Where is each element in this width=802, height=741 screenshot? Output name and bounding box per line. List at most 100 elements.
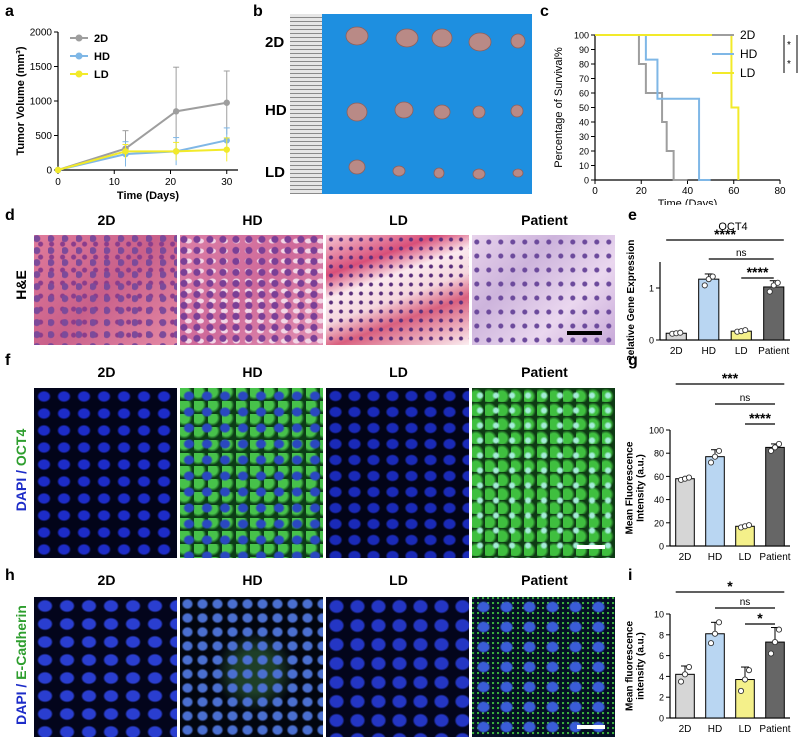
significance-label: ns <box>740 597 751 608</box>
oct4-row-label: DAPI / OCT4 <box>13 405 29 535</box>
tumor-HD-5 <box>510 104 524 118</box>
panel-letter-c: c <box>540 3 549 20</box>
y-tick-label: 2 <box>659 693 664 703</box>
tumor-row-label-HD: HD <box>265 102 287 119</box>
replicate-point-Patient <box>774 279 781 286</box>
y-tick-label: 0 <box>584 176 589 186</box>
y-tick-label: 0 <box>649 336 654 346</box>
significance-label: **** <box>749 410 771 426</box>
ecad-image-2D <box>34 597 177 737</box>
replicate-point-Patient <box>775 626 783 633</box>
replicate-point-HD <box>709 273 716 280</box>
replicate-point-HD <box>707 459 715 466</box>
replicate-point-Patient <box>771 444 779 451</box>
column-headers-ecad: 2D HD LD Patient <box>35 572 620 594</box>
legend-label-2D: 2D <box>94 33 108 45</box>
replicate-point-LD <box>737 687 745 695</box>
bar-HD <box>705 633 725 719</box>
y-tick-label: 1 <box>649 284 654 294</box>
x-axis-title: Time (Days) <box>658 198 717 205</box>
y-tick-label: 50 <box>579 103 589 113</box>
bar-Patient <box>763 286 785 341</box>
significance-label: **** <box>747 264 769 280</box>
y-tick-label: 20 <box>579 147 589 157</box>
data-point-2D <box>223 99 230 106</box>
legend-label-HD: HD <box>740 47 758 61</box>
x-tick-label: 80 <box>774 186 786 197</box>
he-image-LD <box>326 235 469 345</box>
scale-bar <box>577 725 605 729</box>
replicate-point-HD <box>711 453 719 460</box>
legend-label-2D: 2D <box>740 28 756 42</box>
legend-marker-2D <box>75 34 83 42</box>
y-tick-label: 30 <box>579 132 589 142</box>
panel-letter-e: e <box>628 207 637 224</box>
he-image-HD <box>180 235 323 345</box>
x-tick-label: 0 <box>55 177 61 188</box>
x-tick-label: Patient <box>758 346 789 357</box>
tumor-2D-5 <box>510 33 526 49</box>
tumor-row-label-LD: LD <box>265 164 285 181</box>
y-axis-title: Mean Fluorescence <box>625 441 636 534</box>
significance-label: *** <box>799 48 802 60</box>
oct4-image-Patient <box>472 388 615 558</box>
series-line-2D <box>57 101 227 171</box>
column-header-Patient: Patient <box>521 212 568 228</box>
y-axis-title: Tumor Volume (mm³) <box>15 46 27 155</box>
tumor-LD-5 <box>512 168 524 178</box>
x-tick-label: 10 <box>109 177 121 188</box>
column-header-HD: HD <box>242 212 263 228</box>
ecad-label-sep: / <box>13 679 29 692</box>
y-tick-label: 6 <box>659 651 664 661</box>
panel-letter-g: g <box>628 352 638 369</box>
he-image-Patient <box>472 235 615 345</box>
x-tick-label: 40 <box>682 186 694 197</box>
oct4-gene-expression-chart: 0 1 Relative Gene Expression OCT4 2D HD LD Pati… <box>626 221 790 360</box>
bar-LD <box>735 679 755 719</box>
y-tick-label: 500 <box>35 131 52 142</box>
x-tick-label: HD <box>702 346 716 357</box>
he-row-label-box: H&E <box>6 235 34 345</box>
data-point-LD <box>122 148 129 155</box>
significance-label: * <box>787 40 791 51</box>
replicate-point-LD <box>741 676 749 683</box>
y-tick-label: 4 <box>659 672 664 682</box>
he-image-2D <box>34 235 177 345</box>
column-header-Patient: Patient <box>521 364 568 380</box>
column-header-Patient: Patient <box>521 572 568 588</box>
chart-title: OCT4 <box>718 221 747 233</box>
oct4-fluorescence-chart: 0 20 40 60 80 100 Mean Fluorescence Intensity (… <box>625 370 791 563</box>
x-tick-label: LD <box>739 552 752 563</box>
legend-label-HD: HD <box>94 51 110 63</box>
significance-label: **** <box>714 226 736 242</box>
replicate-point-LD <box>745 667 753 674</box>
y-tick-label: 0 <box>659 714 664 724</box>
panel-letter-d: d <box>5 207 15 224</box>
x-tick-label: Patient <box>759 552 790 563</box>
y-tick-label: 10 <box>654 610 664 620</box>
ruler <box>290 14 322 194</box>
tumor-LD-4 <box>472 168 486 180</box>
x-tick-label: LD <box>739 724 752 735</box>
panel-letter-b: b <box>253 3 263 20</box>
x-tick-label: HD <box>708 724 722 735</box>
significance-label: ns <box>740 393 751 404</box>
survival-chart: 0 10 20 30 40 50 60 70 80 90 100 0 20 40 60 80 Time (Day… <box>553 28 802 205</box>
oct4-image-2D <box>34 388 177 558</box>
x-tick-label: 2D <box>679 724 692 735</box>
oct4-label-dapi: DAPI <box>13 477 29 512</box>
data-point-LD <box>54 166 62 174</box>
replicate-point-Patient <box>771 639 779 646</box>
y-tick-label: 20 <box>654 518 664 528</box>
tumor-HD-2 <box>394 101 414 119</box>
y-tick-label: 0 <box>46 166 52 177</box>
replicate-point-2D <box>681 671 689 678</box>
x-tick-label: Patient <box>759 724 790 735</box>
tumor-HD-4 <box>472 105 486 119</box>
oct4-label-marker: OCT4 <box>13 428 29 467</box>
ecad-label-marker: E-Cadherin <box>13 605 29 680</box>
ecad-label-dapi: DAPI <box>13 691 29 725</box>
y-tick-label: 100 <box>649 426 664 436</box>
y-tick-label: 80 <box>654 449 664 459</box>
ecad-row-label-box: DAPI / E-Cadherin <box>6 597 34 737</box>
